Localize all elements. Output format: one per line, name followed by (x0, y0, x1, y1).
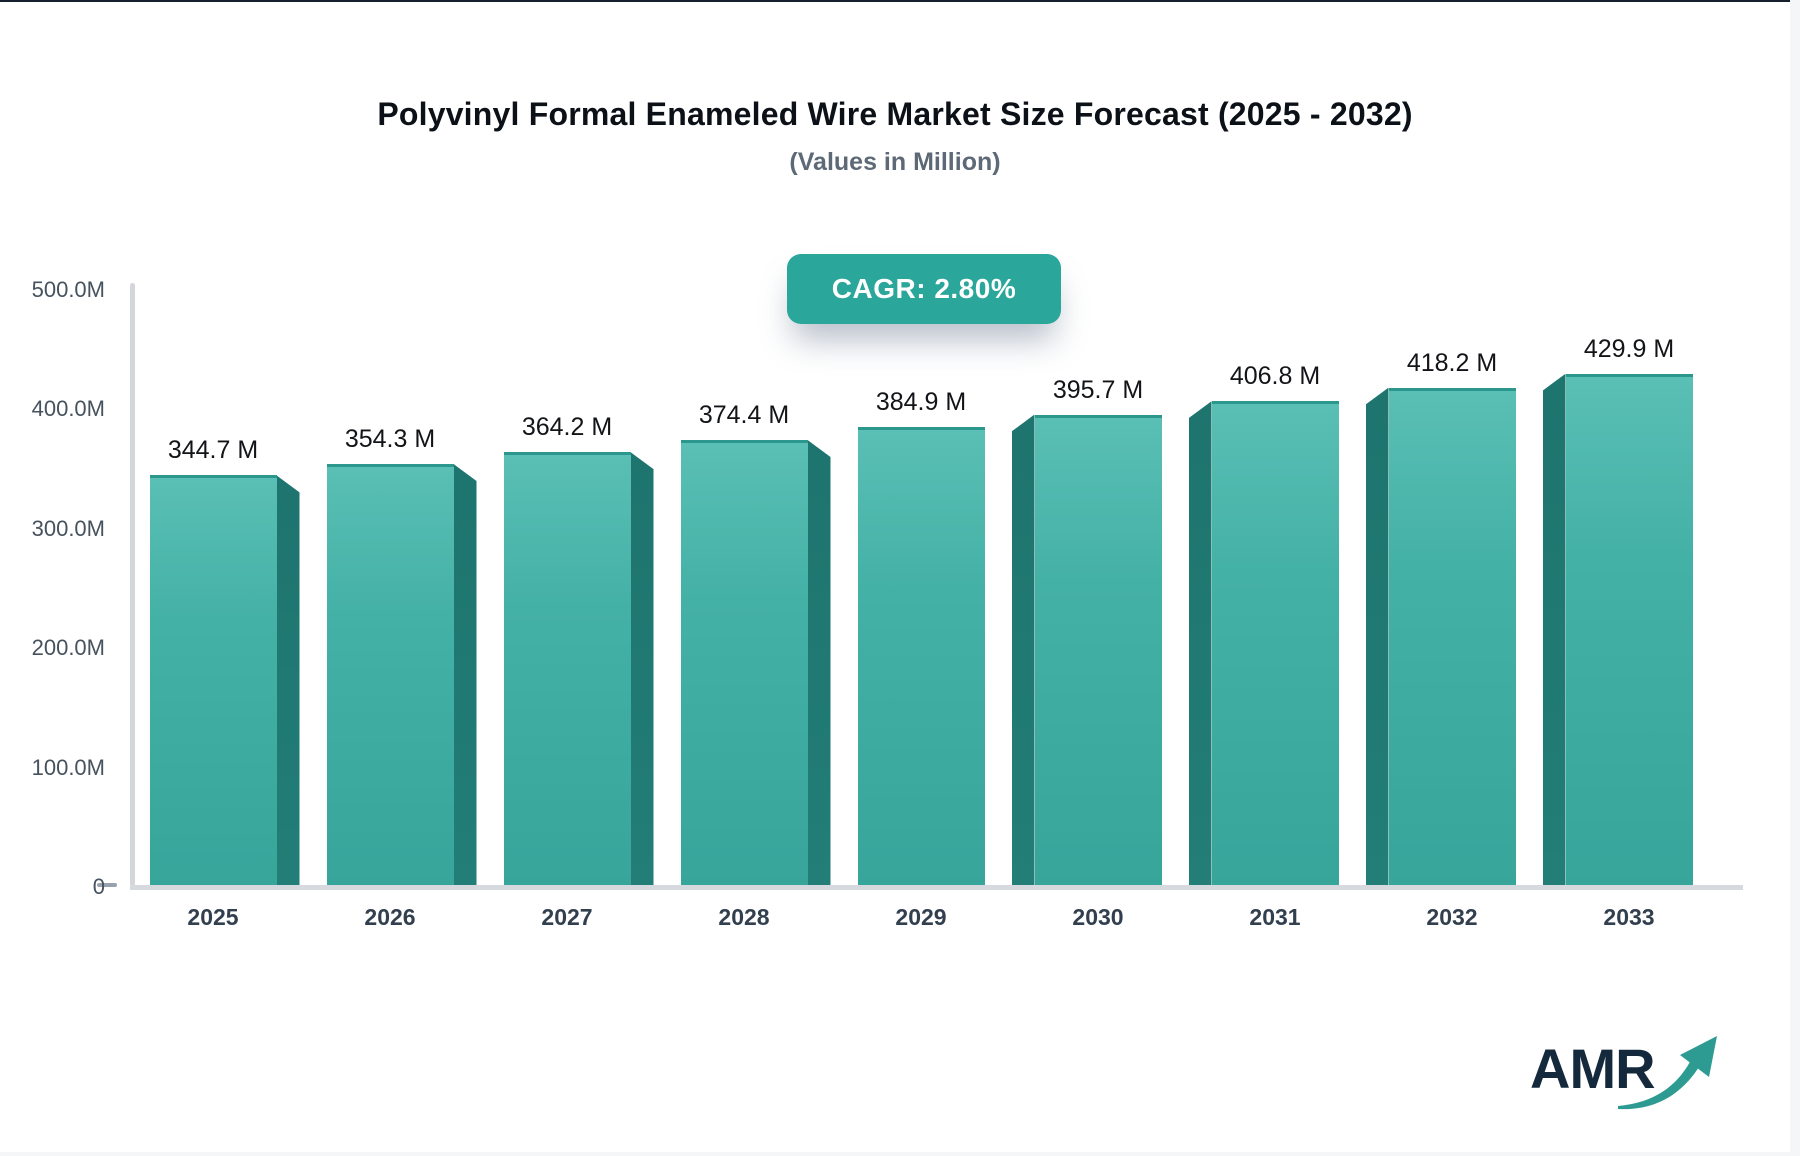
x-tick-label: 2025 (187, 904, 239, 930)
bar-body (503, 452, 631, 887)
bar-group (857, 427, 985, 887)
x-tick-label: 2030 (1072, 904, 1124, 930)
amr-logo: AMR (1530, 1030, 1730, 1110)
x-tick-label: 2027 (541, 904, 593, 930)
bar-body (149, 475, 277, 887)
bar-side-shade (807, 439, 831, 887)
x-axis (130, 885, 1743, 890)
x-tick-label: 2032 (1426, 904, 1478, 930)
bar-value-label: 344.7 M (167, 436, 259, 465)
bar-value-label: 395.7 M (1052, 375, 1144, 404)
bar-value-label: 384.9 M (875, 388, 967, 417)
y-tick-label: 500.0M (31, 277, 105, 302)
bar-value-label: 354.3 M (344, 424, 436, 453)
y-axis (130, 283, 135, 887)
bar-value-label: 406.8 M (1229, 362, 1321, 391)
x-tick-label: 2029 (895, 904, 947, 930)
bar-group (1365, 387, 1516, 887)
chart-subtitle: (Values in Million) (789, 148, 1001, 176)
bar-group (1542, 373, 1693, 887)
x-tick-label: 2026 (364, 904, 416, 930)
bar-body (326, 463, 454, 887)
bar-side-shade (1365, 387, 1389, 887)
bar-group (680, 439, 831, 887)
bar-side-shade (1542, 373, 1566, 887)
growth-arrow-icon (1618, 1036, 1717, 1110)
bar-body (1034, 414, 1162, 887)
y-tick-label: 100.0M (31, 754, 105, 780)
y-tick-label: 400.0M (31, 396, 105, 422)
bar-group (326, 463, 477, 887)
bar-value-label: 374.4 M (698, 400, 790, 429)
bar-group (1188, 401, 1339, 887)
bar-value-label: 418.2 M (1406, 348, 1498, 377)
bar-body (857, 427, 985, 887)
cagr-badge: CAGR: 2.80% (787, 254, 1061, 324)
bar-group (1011, 414, 1162, 887)
bar-body (1388, 387, 1516, 887)
bar-side-shade (276, 475, 300, 887)
bar-side-shade (453, 463, 477, 887)
x-tick-label: 2028 (718, 904, 770, 930)
top-accent-line (0, 0, 1790, 2)
bar-body (1211, 401, 1339, 887)
bar-value-label: 429.9 M (1583, 334, 1675, 363)
bar-group (149, 475, 300, 887)
y-tick-label: 0 (92, 874, 105, 899)
bar-group (503, 452, 654, 887)
y-tick-label: 300.0M (31, 515, 105, 541)
x-tick-label: 2033 (1603, 904, 1655, 930)
bar-side-shade (1188, 401, 1212, 887)
logo-text: AMR (1530, 1037, 1656, 1100)
bar-side-shade (630, 452, 654, 887)
bar-body (1565, 373, 1693, 887)
y-tick-label: 200.0M (31, 635, 105, 661)
bar-body (680, 439, 808, 887)
zero-tick (97, 883, 117, 887)
bar-side-shade (1011, 414, 1035, 887)
bar-value-label: 364.2 M (521, 413, 613, 442)
x-tick-label: 2031 (1249, 904, 1301, 930)
chart-title: Polyvinyl Formal Enameled Wire Market Si… (377, 96, 1413, 132)
